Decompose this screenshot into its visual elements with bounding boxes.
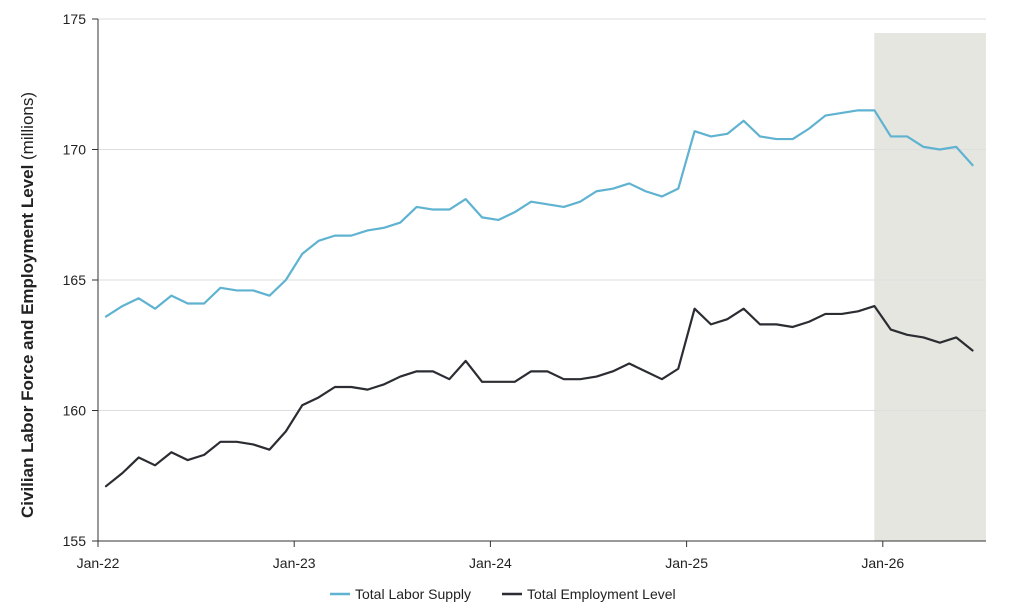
y-axis-label-main: Civilian Labor Force and Employment Leve… (18, 165, 37, 518)
y-tick-label: 155 (63, 533, 87, 549)
shaded-region-rect (874, 33, 986, 541)
legend: Total Labor Supply Total Employment Leve… (330, 586, 676, 602)
y-tick-label: 160 (63, 403, 87, 419)
legend-label-labor-supply: Total Labor Supply (355, 586, 471, 602)
series-line-employment-level (104, 305, 974, 488)
series-line-labor-supply (104, 109, 974, 318)
y-tick-label: 175 (63, 11, 87, 27)
x-tick-label: Jan-25 (665, 555, 708, 571)
y-tick-labels: 155 160 165 170 175 (63, 11, 87, 549)
y-tick-label: 165 (63, 272, 87, 288)
x-tick-label: Jan-24 (469, 555, 512, 571)
y-tick-label: 170 (63, 142, 87, 158)
x-tick-label: Jan-26 (861, 555, 904, 571)
shaded-forecast-region (874, 33, 986, 541)
y-axis-label: Civilian Labor Force and Employment Leve… (18, 92, 37, 518)
series-lines (104, 109, 974, 488)
x-tick-label: Jan-22 (77, 555, 120, 571)
x-tick-label: Jan-23 (273, 555, 316, 571)
grid-lines (92, 18, 986, 542)
legend-label-employment-level: Total Employment Level (527, 586, 676, 602)
axes (97, 19, 986, 547)
x-tick-labels: Jan-22 Jan-23 Jan-24 Jan-25 Jan-26 (77, 555, 905, 571)
y-axis-label-unit: (millions) (18, 92, 37, 160)
